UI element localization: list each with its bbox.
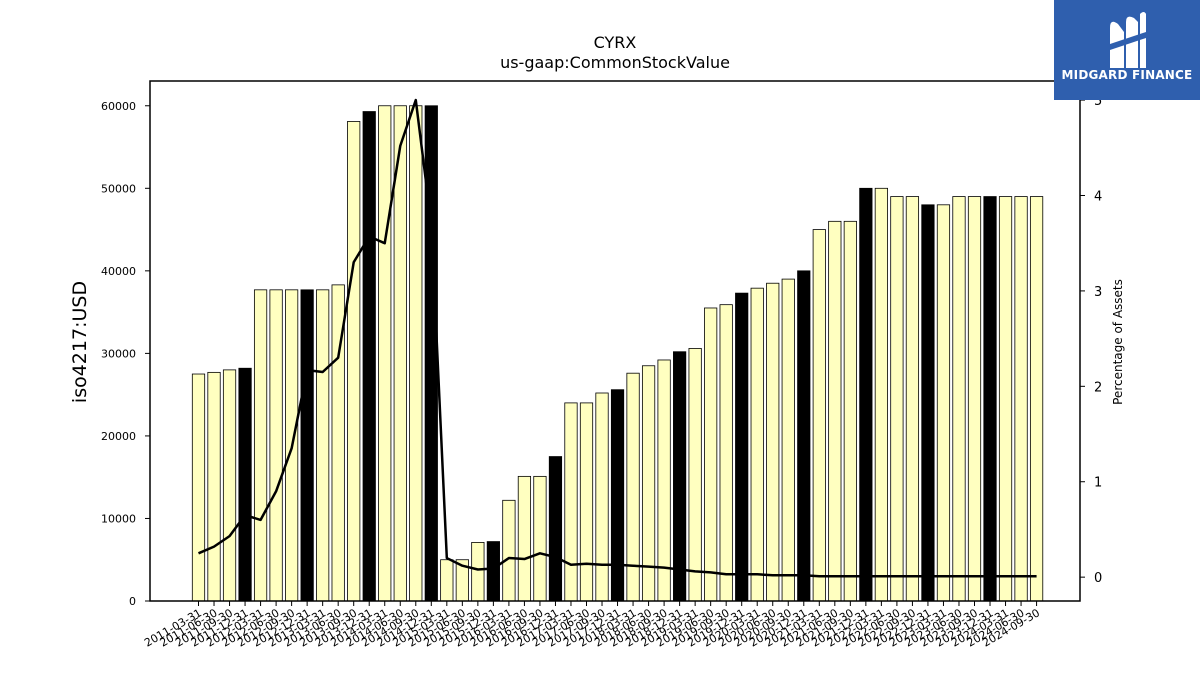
- bar: [362, 111, 376, 602]
- bar: [316, 289, 330, 602]
- bar: [238, 367, 252, 602]
- y-tick-label: 40000: [101, 265, 136, 278]
- bar: [548, 456, 563, 602]
- line-series: [198, 98, 1037, 578]
- y-tick-label: 20000: [101, 430, 136, 443]
- x-axis: 2011-03-312011-06-302011-09-302011-12-31…: [142, 601, 1042, 650]
- y2-tick-label: 0: [1094, 571, 1102, 586]
- bar: [828, 220, 842, 602]
- y-tick-label: 30000: [101, 347, 136, 360]
- bar: [191, 373, 206, 602]
- bar: [595, 392, 609, 602]
- y-tick-label: 60000: [101, 100, 136, 113]
- bar: [998, 196, 1013, 602]
- bar: [967, 196, 982, 602]
- chart-title: CYRX: [594, 33, 637, 52]
- bar: [347, 121, 361, 602]
- bar: [983, 196, 997, 602]
- plot-frame: [149, 80, 1081, 602]
- bar: [719, 304, 733, 602]
- chart-subtitle: us-gaap:CommonStockValue: [500, 53, 730, 72]
- midgard-m-icon: [1110, 12, 1146, 68]
- bar: [657, 359, 671, 602]
- bar: [859, 187, 873, 602]
- bar: [502, 499, 516, 602]
- y2-tick-label: 5: [1094, 94, 1102, 109]
- bar: [843, 220, 857, 602]
- bar: [610, 389, 625, 602]
- y2-tick-label: 3: [1094, 285, 1102, 300]
- bar: [673, 351, 687, 602]
- percentage-line: [198, 98, 1037, 578]
- bar: [440, 559, 454, 602]
- bar-series: [191, 105, 1044, 602]
- y2-tick-label: 1: [1094, 476, 1102, 491]
- bar: [579, 402, 594, 602]
- bar: [812, 229, 826, 602]
- y2-tick-label: 2: [1094, 380, 1102, 395]
- brand-name: MIDGARD FINANCE: [1061, 68, 1193, 82]
- bar: [766, 282, 780, 602]
- y-axis-left: 0 10000 20000 30000 40000 50000 60000: [101, 100, 150, 608]
- brand-logo: MIDGARD FINANCE: [1054, 0, 1200, 100]
- bar: [704, 307, 718, 602]
- y-axis-right: 0 1 2 3 4 5: [1080, 94, 1102, 586]
- bar: [253, 289, 268, 602]
- bar: [533, 475, 547, 602]
- bar: [269, 289, 283, 602]
- bar: [936, 204, 951, 602]
- bar: [905, 196, 920, 602]
- bar: [750, 287, 764, 602]
- bar: [517, 475, 532, 602]
- bar: [207, 371, 221, 602]
- y-tick-label: 10000: [101, 512, 136, 525]
- bar: [781, 278, 795, 602]
- y-axis-label: iso4217:USD: [69, 281, 91, 403]
- bar: [564, 402, 578, 602]
- bar: [378, 105, 392, 602]
- y-tick-label: 0: [129, 595, 136, 608]
- bar: [952, 196, 966, 602]
- bar: [735, 292, 749, 602]
- bar: [688, 348, 702, 602]
- bar: [471, 542, 485, 602]
- y-tick-label: 50000: [101, 182, 136, 195]
- bar: [409, 105, 423, 602]
- bar: [300, 289, 314, 602]
- bar: [921, 204, 935, 602]
- bar: [222, 369, 237, 602]
- bar: [486, 541, 500, 602]
- bar: [797, 270, 811, 602]
- bar: [1014, 196, 1028, 602]
- y2-tick-label: 4: [1094, 189, 1102, 204]
- bar: [890, 196, 904, 602]
- bar: [874, 187, 888, 602]
- bar: [1029, 196, 1044, 602]
- y2-axis-label: Percentage of Assets: [1111, 279, 1125, 405]
